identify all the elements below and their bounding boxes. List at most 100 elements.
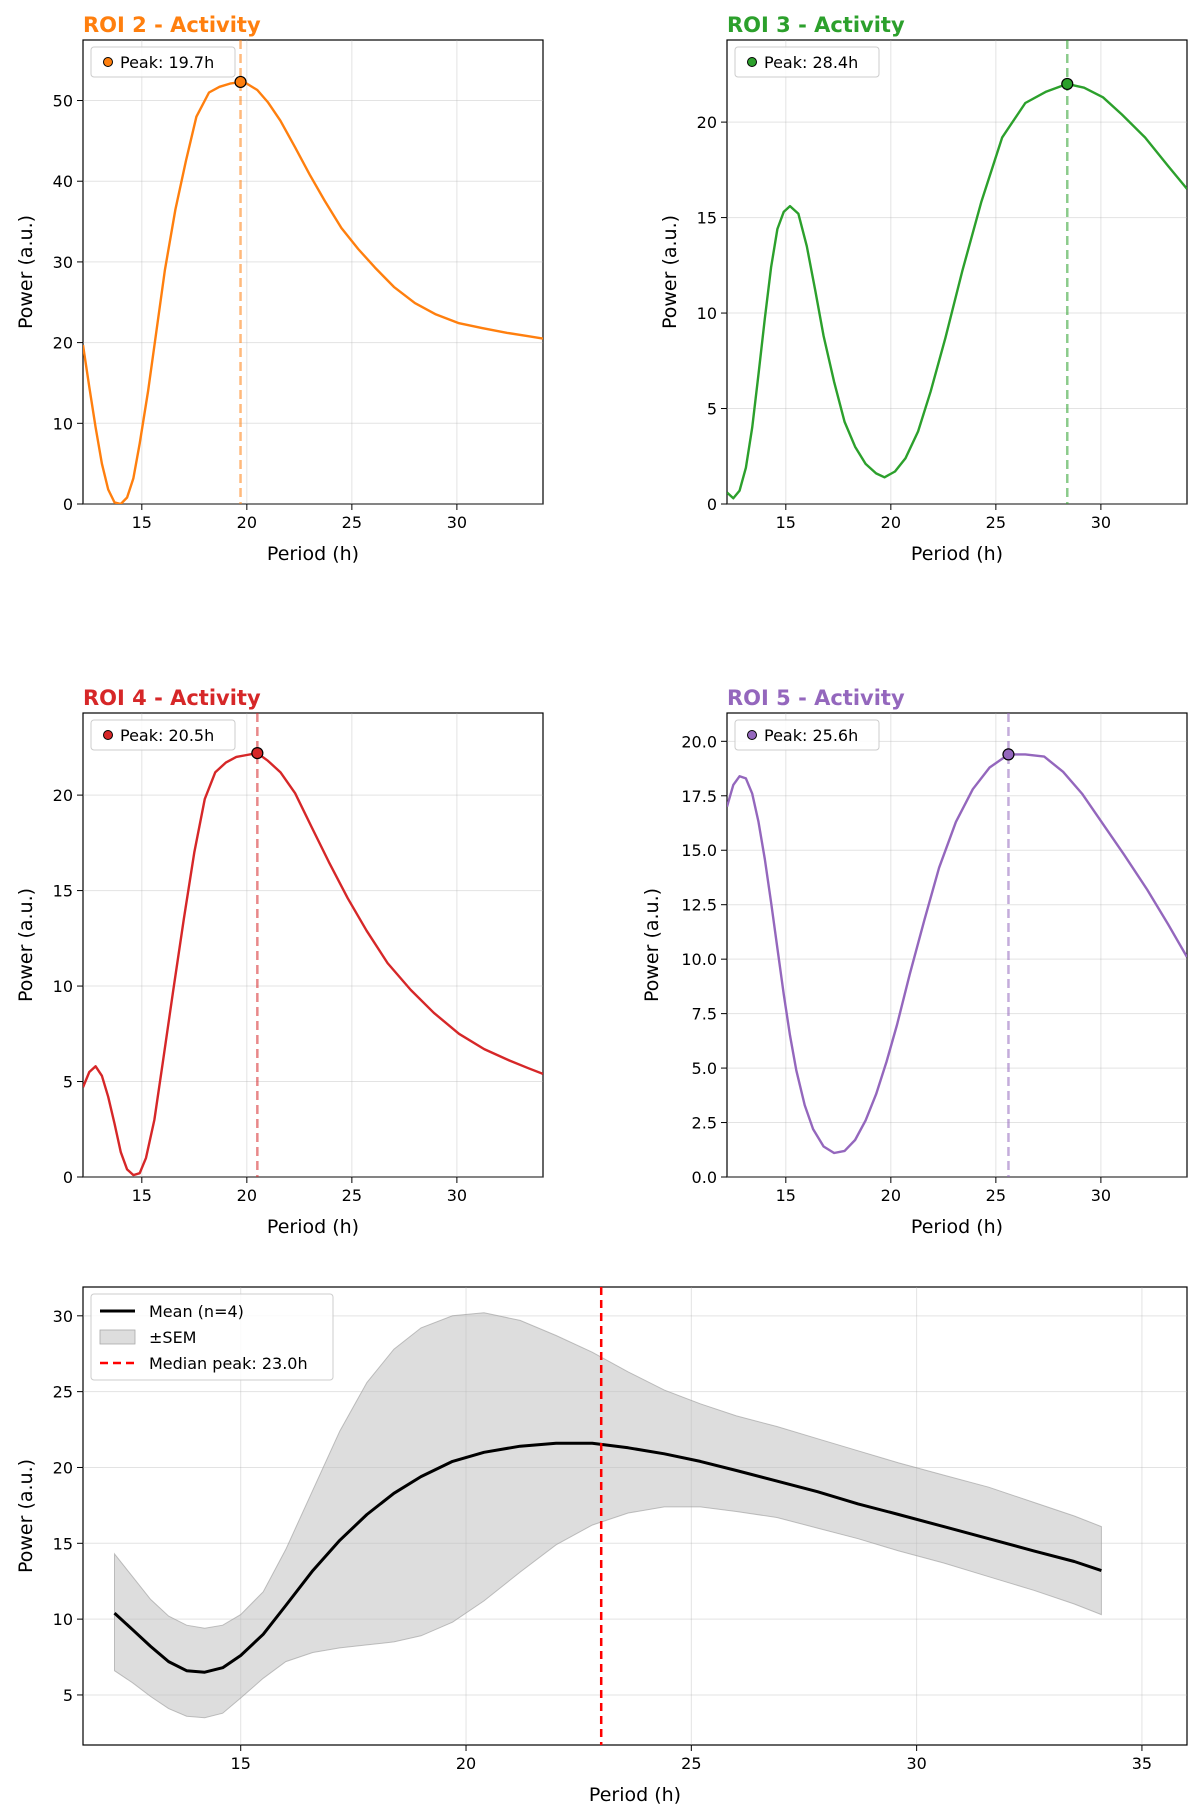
- x-tick-label: 20: [881, 1186, 901, 1205]
- x-tick-label: 30: [1091, 1186, 1111, 1205]
- y-tick-label: 5: [63, 1073, 73, 1092]
- y-tick-label: 5: [63, 1686, 73, 1705]
- y-tick-label: 5.0: [692, 1059, 717, 1078]
- x-tick-label: 30: [447, 513, 467, 532]
- legend: Peak: 20.5h: [90, 719, 236, 751]
- tick-layer: 15 20 25 30 0 10 20 30 40 50: [53, 92, 467, 532]
- y-tick-label: 20: [53, 786, 73, 805]
- y-tick-label: 10: [53, 1610, 73, 1629]
- roi5-panel: 15 20 25 30 0.0 2.5 5.0 7.5 10.0 12.5 15.0 17.5 20.0…: [641, 686, 1188, 1238]
- marks-layer: [83, 40, 543, 504]
- y-tick-label: 50: [53, 92, 73, 111]
- y-tick-label: 10.0: [681, 950, 717, 969]
- y-tick-label: 20.0: [681, 732, 717, 751]
- legend-peak-label: Peak: 25.6h: [764, 726, 858, 745]
- legend-box: [90, 46, 236, 78]
- plot-area-frame: [726, 712, 1188, 1178]
- legend: Peak: 19.7h: [90, 46, 236, 78]
- y-tick-label: 15: [53, 1534, 73, 1553]
- y-tick-label: 0.0: [692, 1168, 717, 1187]
- x-tick-label: 25: [986, 1186, 1006, 1205]
- x-tick-label: 30: [1091, 513, 1111, 532]
- legend-box: [734, 46, 880, 78]
- x-tick-label: 30: [447, 1186, 467, 1205]
- y-tick-label: 2.5: [692, 1114, 717, 1133]
- legend-sem-label: ±SEM: [149, 1328, 196, 1347]
- x-tick-label: 20: [456, 1754, 476, 1773]
- x-tick-label: 25: [986, 513, 1006, 532]
- y-tick-label: 10: [53, 977, 73, 996]
- x-tick-label: 20: [881, 513, 901, 532]
- plot-area-frame: [82, 39, 544, 505]
- x-tick-label: 25: [681, 1754, 701, 1773]
- y-tick-label: 0: [63, 1168, 73, 1187]
- peak-point: [1061, 77, 1074, 91]
- y-tick-label: 20: [53, 1458, 73, 1477]
- tick-layer: 15 20 25 30 0.0 2.5 5.0 7.5 10.0 12.5 15.0 17.5 20.0: [681, 732, 1111, 1205]
- legend-box: [90, 1293, 334, 1381]
- legend-peak-marker: [103, 57, 113, 67]
- grid-layer: [727, 40, 1187, 505]
- y-tick-label: 12.5: [681, 896, 717, 915]
- y-tick-label: 30: [53, 1307, 73, 1326]
- chart-title: ROI 5 - Activity: [727, 686, 905, 710]
- grid-layer: [727, 713, 1187, 1178]
- roi2-panel: 15 20 25 30 0 10 20 30 40 50 ROI 2 - Activity Per…: [15, 13, 544, 565]
- plot-area-frame: [82, 1286, 1188, 1746]
- chart-title: ROI 4 - Activity: [83, 686, 261, 710]
- y-tick-label: 7.5: [692, 1005, 717, 1024]
- y-axis-label: Power (a.u.): [641, 888, 663, 1002]
- x-axis-label: Period (h): [267, 1216, 359, 1238]
- legend-median-label: Median peak: 23.0h: [149, 1354, 308, 1373]
- x-tick-label: 20: [237, 513, 257, 532]
- tick-layer: 15 20 25 30 0 5 10 15 20: [53, 786, 467, 1205]
- marks-layer: [727, 713, 1187, 1177]
- marks-layer: [113, 1287, 1102, 1745]
- y-tick-label: 15.0: [681, 841, 717, 860]
- x-axis-label: Period (h): [589, 1784, 681, 1806]
- legend: Peak: 28.4h: [734, 46, 880, 78]
- y-axis-label: Power (a.u.): [15, 1459, 37, 1573]
- y-axis-label: Power (a.u.): [659, 215, 681, 329]
- chart-title: ROI 3 - Activity: [727, 13, 905, 37]
- legend-peak-label: Peak: 20.5h: [120, 726, 214, 745]
- x-tick-label: 35: [1132, 1754, 1152, 1773]
- legend-mean-label: Mean (n=4): [149, 1302, 244, 1321]
- x-tick-label: 15: [132, 1186, 152, 1205]
- y-tick-label: 17.5: [681, 787, 717, 806]
- mean-panel: 15 20 25 30 35 5 10 15 20 25 30 Period (h) Power (…: [15, 1286, 1188, 1806]
- y-tick-label: 10: [697, 304, 717, 323]
- legend-box: [90, 719, 236, 751]
- legend-peak-marker: [747, 57, 757, 67]
- y-tick-label: 15: [53, 882, 73, 901]
- tick-layer: 15 20 25 30 35 5 10 15 20 25 30: [53, 1307, 1152, 1773]
- x-axis-label: Period (h): [911, 1216, 1003, 1238]
- x-tick-label: 15: [776, 1186, 796, 1205]
- x-axis-label: Period (h): [911, 543, 1003, 565]
- roi4-panel: 15 20 25 30 0 5 10 15 20 ROI 4 - Activity Period…: [15, 686, 544, 1238]
- y-tick-label: 0: [707, 495, 717, 514]
- sem-band: [114, 1312, 1102, 1719]
- legend-peak-marker: [103, 730, 113, 740]
- y-tick-label: 10: [53, 414, 73, 433]
- y-tick-label: 0: [63, 495, 73, 514]
- legend-peak-label: Peak: 19.7h: [120, 53, 214, 72]
- x-tick-label: 25: [342, 513, 362, 532]
- roi3-panel: 15 20 25 30 0 5 10 15 20 ROI 3 - Activity Period…: [659, 13, 1188, 565]
- peak-point: [251, 746, 264, 760]
- x-tick-label: 15: [231, 1754, 251, 1773]
- y-tick-label: 40: [53, 172, 73, 191]
- power-series-line: [83, 751, 543, 1177]
- y-axis-label: Power (a.u.): [15, 888, 37, 1002]
- peak-point: [234, 75, 247, 89]
- legend-sem-swatch: [99, 1329, 136, 1345]
- y-tick-label: 5: [707, 400, 717, 419]
- legend-box: [734, 719, 880, 751]
- power-series-line: [727, 753, 1187, 1155]
- x-tick-label: 30: [906, 1754, 926, 1773]
- y-tick-label: 15: [697, 209, 717, 228]
- y-tick-label: 25: [53, 1383, 73, 1402]
- y-axis-label: Power (a.u.): [15, 215, 37, 329]
- peak-point: [1002, 748, 1015, 761]
